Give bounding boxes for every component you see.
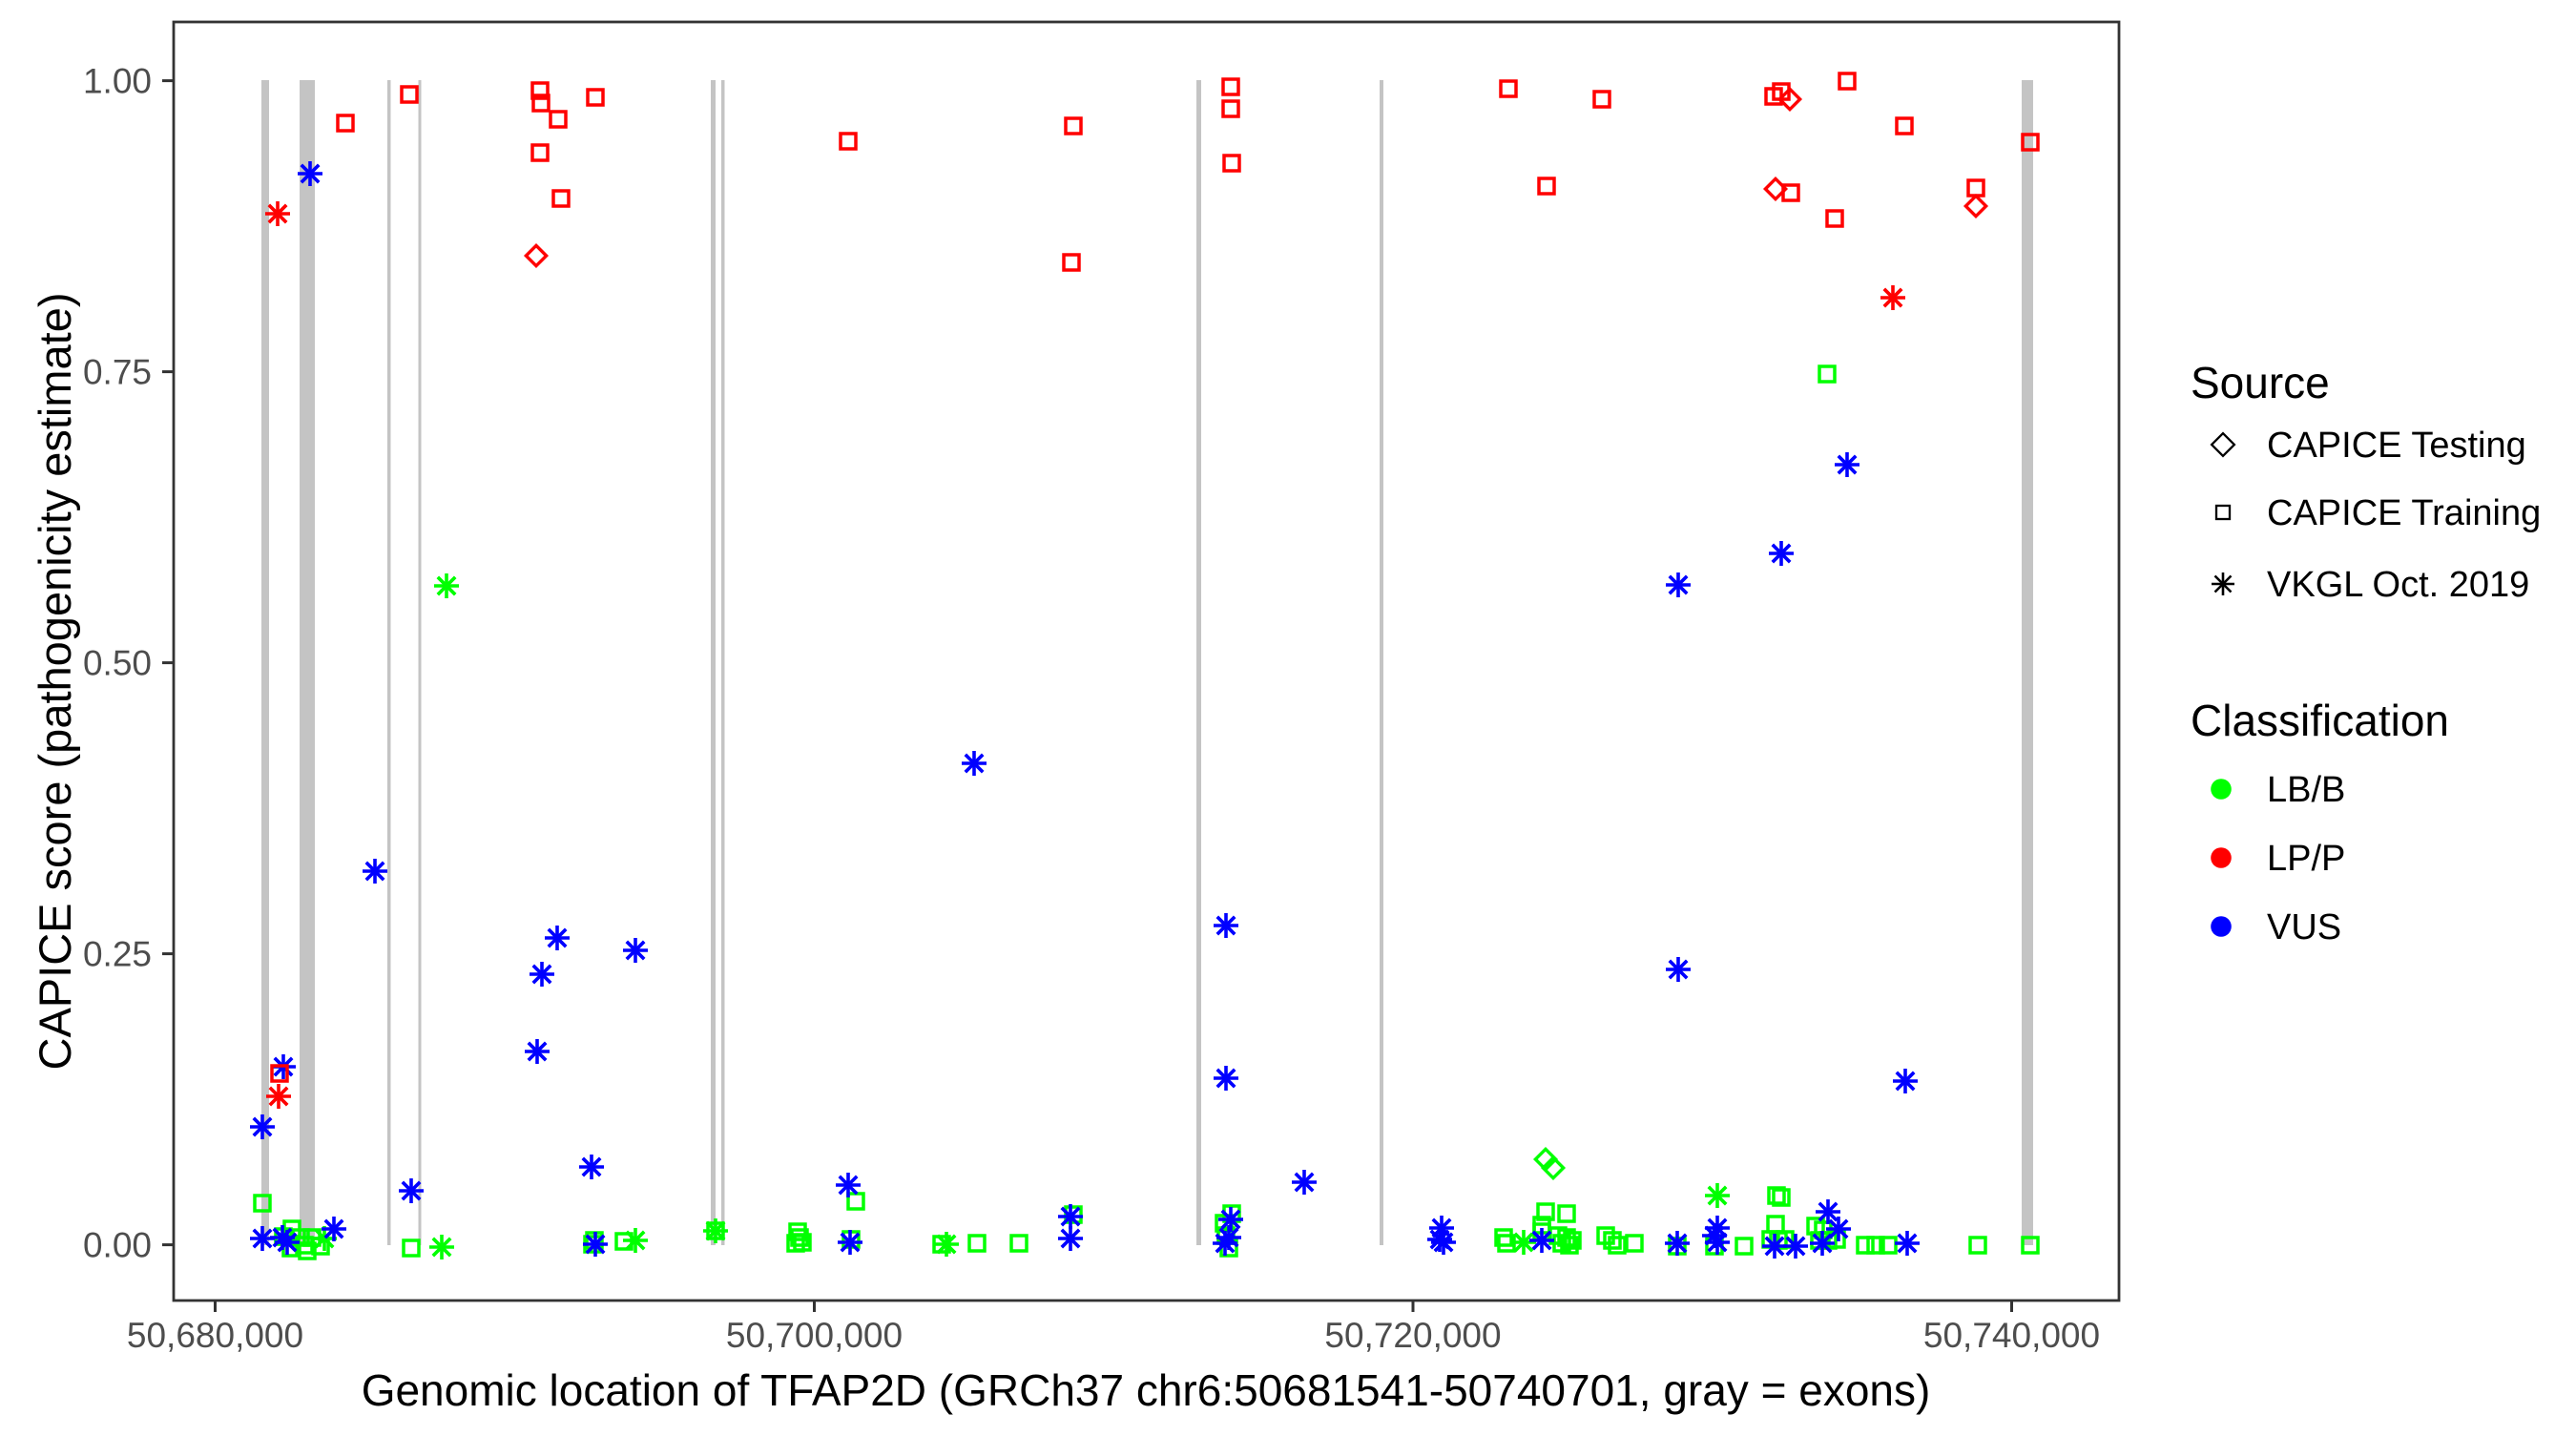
svg-text:Source: Source (2191, 358, 2330, 407)
svg-text:Genomic location of TFAP2D (GR: Genomic location of TFAP2D (GRCh37 chr6:… (362, 1365, 1931, 1415)
svg-text:VUS: VUS (2267, 907, 2341, 947)
svg-text:CAPICE score (pathogenicity es: CAPICE score (pathogenicity estimate) (30, 293, 80, 1071)
svg-text:50,700,000: 50,700,000 (726, 1316, 903, 1355)
svg-text:0.50: 0.50 (83, 644, 152, 683)
svg-text:VKGL Oct. 2019: VKGL Oct. 2019 (2267, 565, 2529, 605)
svg-text:CAPICE Training: CAPICE Training (2267, 493, 2541, 533)
svg-text:50,740,000: 50,740,000 (1923, 1316, 2100, 1355)
svg-text:CAPICE Testing: CAPICE Testing (2267, 426, 2526, 466)
svg-text:50,720,000: 50,720,000 (1324, 1316, 1501, 1355)
svg-text:Classification: Classification (2191, 696, 2449, 745)
svg-text:0.00: 0.00 (83, 1226, 152, 1265)
svg-text:0.75: 0.75 (83, 353, 152, 392)
svg-text:0.25: 0.25 (83, 935, 152, 974)
svg-text:LB/B: LB/B (2267, 770, 2345, 810)
svg-text:LP/P: LP/P (2267, 839, 2345, 879)
svg-text:50,680,000: 50,680,000 (127, 1316, 303, 1355)
svg-text:1.00: 1.00 (83, 62, 152, 101)
